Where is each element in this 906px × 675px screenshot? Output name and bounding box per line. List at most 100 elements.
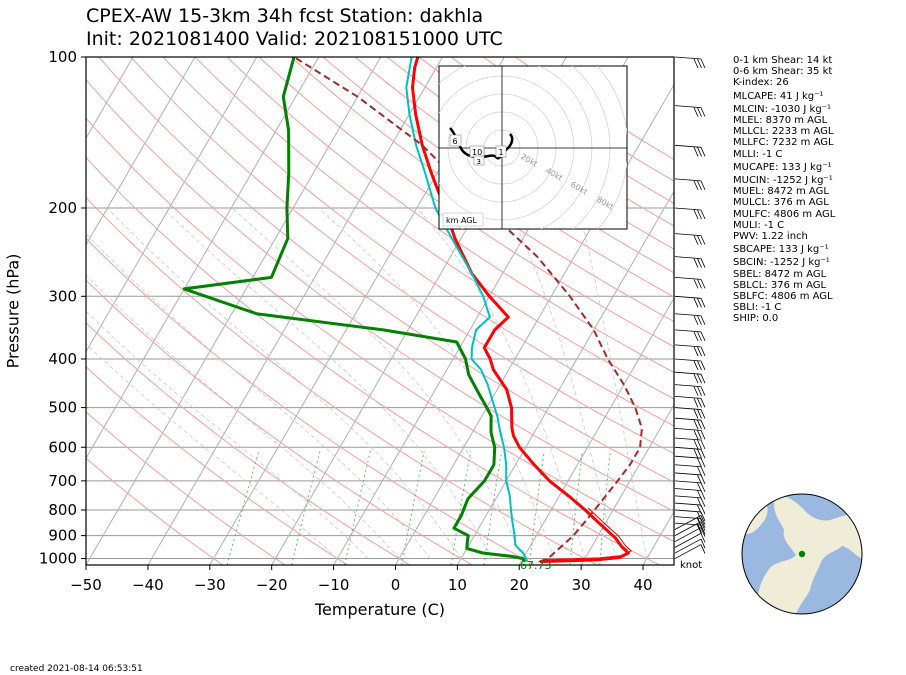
wind-barb: [674, 329, 706, 342]
dry-adiabat: [86, 237, 535, 565]
moist-adiabat: [231, 207, 524, 559]
created-timestamp: created 2021-08-14 06:53:51: [10, 664, 143, 674]
wind-barb: [674, 276, 706, 289]
stat-line: PWV: 1.22 inch: [733, 231, 808, 243]
x-tick-label: 40: [634, 576, 653, 594]
x-tick-label: 20: [510, 576, 529, 594]
sounding-indices: 0-1 km Shear: 14 kt 0-6 km Shear: 35 kt …: [733, 55, 835, 325]
chart-subtitle: Init: 2021081400 Valid: 202108151000 UTC: [86, 28, 503, 50]
wind-barb: [674, 472, 706, 485]
wind-barb: [674, 144, 706, 157]
plot-frame: [85, 56, 675, 566]
y-tick-label: 700: [48, 472, 77, 490]
dry-adiabat: [86, 156, 660, 565]
stat-line: SBCIN: -1252 J kg⁻¹: [733, 257, 830, 269]
moist-adiabat: [506, 207, 617, 559]
wind-barb: [674, 437, 706, 450]
hodograph-height-label: 1: [499, 148, 504, 157]
x-tick-label: 10: [448, 576, 467, 594]
parcel-profile: [293, 57, 643, 563]
hodograph-legend: km AGL: [446, 216, 478, 225]
dry-adiabat: [86, 79, 674, 512]
isotherm-line: [86, 57, 258, 353]
y-axis-label: Pressure (hPa): [3, 253, 23, 369]
stat-line: MLEL: 8370 m AGL: [733, 115, 828, 127]
x-tick-label: 30: [572, 576, 591, 594]
y-tick-label: 900: [48, 527, 77, 545]
y-tick-label: 100: [48, 48, 77, 66]
x-tick-label: 0: [391, 576, 401, 594]
stat-line: SBLCL: 376 m AGL: [733, 279, 827, 291]
wind-barb: [674, 527, 706, 542]
stat-line: MUCAPE: 133 J kg⁻¹: [733, 161, 832, 173]
stat-line: SHIP: 0.0: [733, 313, 779, 325]
wind-barb: [674, 533, 706, 548]
hodograph-height-marker: [473, 155, 485, 166]
wind-barb: [674, 295, 706, 308]
moist-adiabat: [86, 310, 369, 559]
dry-adiabat: [194, 57, 674, 400]
stat-line: MLLFC: 7232 m AGL: [733, 137, 834, 149]
globe-outline: [741, 493, 863, 615]
wind-barb: [674, 233, 706, 245]
stat-line: MULCL: 376 m AGL: [733, 197, 829, 209]
dry-adiabat: [86, 117, 674, 542]
wind-barb: [674, 313, 706, 325]
stat-line: 0-6 km Shear: 35 kt: [733, 66, 833, 78]
stat-line: MLCIN: -1030 J kg⁻¹: [733, 103, 831, 115]
isotherm-line: [86, 57, 196, 246]
virtual-temperature-profile: [542, 507, 633, 561]
dry-adiabat: [86, 196, 598, 565]
mixing-ratio-line: [226, 450, 260, 565]
mixing-ratio-line: [599, 450, 611, 565]
hodograph-height-label: 6: [453, 137, 458, 146]
wind-barb: [674, 446, 706, 459]
isotherm-line: [395, 83, 674, 565]
dry-adiabat: [86, 366, 348, 565]
hodograph-trace: [449, 127, 514, 160]
hodograph-legend-box: [442, 212, 484, 227]
isotherm-line: [147, 57, 443, 565]
isotherm-line: [86, 57, 320, 460]
dewpoint-profile: [182, 57, 526, 563]
stat-line: SBEL: 8472 m AGL: [733, 268, 827, 280]
wind-barb: [674, 56, 706, 69]
x-tick-label: −10: [318, 576, 350, 594]
stat-line: SBLI: -1 C: [733, 302, 782, 314]
axes: −50 −40 −30 −20 −10 0 10 20 30 40 100 200 300 400 500 6…: [39, 48, 653, 594]
dry-adiabat: [226, 57, 674, 374]
x-tick-label: −40: [132, 576, 164, 594]
wind-barb: [674, 522, 706, 535]
stat-line: 0-1 km Shear: 14 kt: [733, 55, 833, 66]
wind-barb: [674, 384, 706, 396]
hodograph-height-label: 3: [477, 158, 481, 166]
moist-adiabat: [162, 207, 493, 559]
moist-adiabat: [318, 207, 555, 559]
stat-line: MUEL: 8472 m AGL: [733, 186, 829, 198]
y-tick-label: 800: [48, 501, 77, 519]
dry-adiabat: [258, 57, 674, 348]
x-axis-label: Temperature (C): [314, 600, 446, 619]
y-tick-label: 500: [48, 399, 77, 417]
x-tick-label: −50: [70, 576, 102, 594]
dry-adiabat: [354, 57, 674, 274]
hodograph-inset: 20kt 40kt 60kt 80kt 6 10 1 3 km AGL: [438, 65, 628, 230]
stat-line: MULI: -1 C: [733, 219, 785, 231]
wind-barb: [674, 544, 706, 559]
mixing-ratio-line: [528, 450, 545, 565]
mixing-ratio-line: [483, 450, 503, 565]
x-tick-label: −20: [256, 576, 288, 594]
dry-adiabat: [98, 57, 674, 483]
stat-line: SBCAPE: 133 J kg⁻¹: [733, 244, 829, 256]
wind-barb: [674, 464, 706, 476]
wind-barb: [674, 371, 706, 384]
location-globe: [741, 493, 863, 615]
temperature-profile: [411, 57, 630, 564]
surface-value-label: 67.73: [520, 559, 552, 572]
wind-barb: [674, 427, 706, 440]
wind-barb: [674, 417, 706, 430]
wetbulb-profile: [405, 57, 529, 562]
wind-barbs: [674, 56, 706, 559]
x-tick-label: −30: [194, 576, 226, 594]
